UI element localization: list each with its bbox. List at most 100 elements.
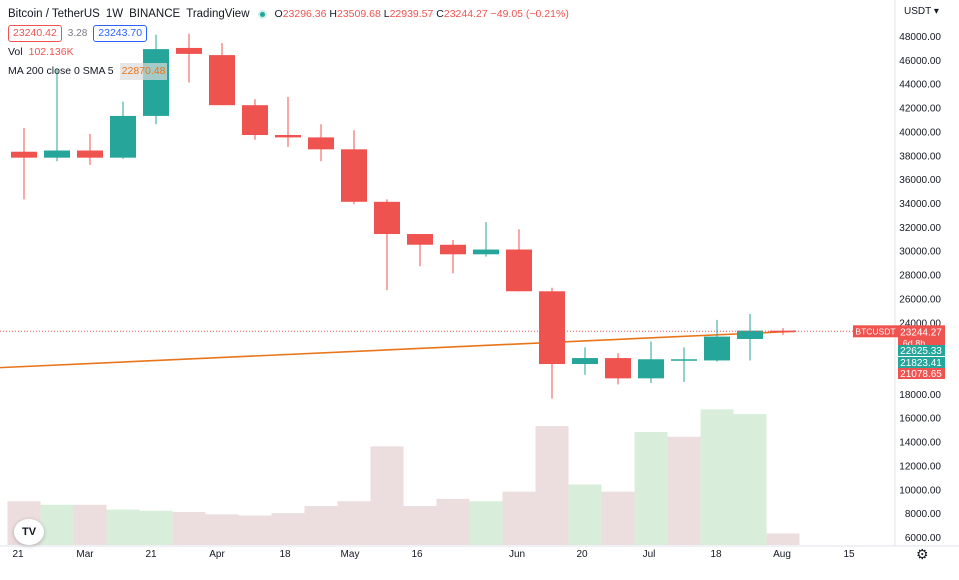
- exchange-label: BINANCE: [129, 8, 181, 20]
- price-tag-bg: [898, 368, 945, 379]
- legend-bidask-row: 23240.42 3.28 23243.70: [8, 25, 569, 42]
- price-tick-label: 30000.00: [899, 247, 941, 258]
- open-value: 23296.36: [282, 8, 327, 20]
- time-tick-label: Aug: [773, 549, 791, 560]
- candle-body: [77, 150, 103, 158]
- time-tick-label: 16: [411, 549, 423, 560]
- ma-value: 22870.48: [119, 63, 168, 80]
- symbol-name[interactable]: Bitcoin / TetherUS: [8, 8, 100, 20]
- volume-bar: [436, 498, 470, 545]
- candle-body: [374, 201, 400, 235]
- ma200-line: [0, 330, 797, 369]
- time-tick-label: 18: [710, 549, 722, 560]
- last-price-tag-label: 23244.27: [900, 327, 942, 338]
- volume-bar: [502, 491, 536, 545]
- volume-bar: [403, 505, 437, 545]
- volume-bar: [238, 515, 272, 545]
- volume-bar: [106, 509, 140, 545]
- interval-label[interactable]: 1W: [105, 8, 124, 20]
- price-tick-label: 36000.00: [899, 175, 941, 186]
- volume-bar: [337, 501, 371, 545]
- low-label: L: [383, 8, 390, 20]
- volume-bar: [766, 533, 800, 545]
- spread-value: 3.28: [67, 28, 88, 39]
- price-tick-label: 18000.00: [899, 390, 941, 401]
- candles: [11, 33, 796, 399]
- time-tick-label: Apr: [209, 549, 225, 560]
- price-tick-label: 28000.00: [899, 271, 941, 282]
- legend-ma-row[interactable]: MA 200 close 0 SMA 5 22870.48: [8, 63, 569, 80]
- close-label: C: [436, 8, 444, 20]
- volume-bar: [601, 491, 635, 545]
- chart-legend: Bitcoin / TetherUS 1W BINANCE TradingVie…: [8, 6, 569, 82]
- price-tick-label: 10000.00: [899, 485, 941, 496]
- currency-selector[interactable]: USDT ▾: [904, 6, 939, 17]
- price-tick-label: 34000.00: [899, 199, 941, 210]
- source-label: TradingView: [186, 8, 250, 20]
- volume-bar: [370, 446, 404, 545]
- low-value: 22939.57: [389, 8, 434, 20]
- ohlc-values: O23296.36 H23509.68 L22939.57 C23244.27 …: [275, 6, 569, 23]
- price-tag-label: 22625.33: [900, 346, 942, 357]
- gear-icon[interactable]: ⚙: [916, 546, 929, 562]
- legend-symbol-row: Bitcoin / TetherUS 1W BINANCE TradingVie…: [8, 6, 569, 23]
- high-value: 23509.68: [337, 8, 381, 20]
- volume-bar: [304, 505, 338, 545]
- time-tick-label: 21: [145, 549, 157, 560]
- legend-volume-row[interactable]: Vol 102.136K: [8, 44, 569, 61]
- countdown-label: 6d 8h: [903, 338, 926, 348]
- tradingview-logo-icon[interactable]: TV: [14, 519, 44, 545]
- price-tag-label: 21078.65: [900, 369, 942, 380]
- chevron-down-icon: ▾: [933, 6, 939, 17]
- candle-body: [605, 358, 631, 379]
- volume-label: Vol: [8, 46, 23, 58]
- price-tick-label: 38000.00: [899, 151, 941, 162]
- price-tick-label: 42000.00: [899, 104, 941, 115]
- candle-body: [473, 249, 499, 255]
- candle-body: [704, 336, 730, 361]
- volume-bar: [469, 501, 503, 545]
- open-label: O: [274, 8, 283, 20]
- candle-body: [572, 358, 598, 365]
- grid: [0, 0, 959, 547]
- buy-button[interactable]: 23243.70: [93, 25, 148, 42]
- sell-button[interactable]: 23240.42: [8, 25, 62, 42]
- price-tick-label: 40000.00: [899, 127, 941, 138]
- market-open-icon: [257, 10, 267, 19]
- price-tick-label: 44000.00: [899, 80, 941, 91]
- volume-bar: [568, 484, 602, 545]
- price-tag-bg: [898, 357, 945, 368]
- price-tick-label: 32000.00: [899, 223, 941, 234]
- candle-body: [44, 150, 70, 158]
- close-value: 23244.27: [443, 8, 488, 20]
- candle-body: [143, 49, 169, 116]
- symbol-tag-label: BTCUSDT: [855, 326, 895, 336]
- time-tick-label: 20: [576, 549, 588, 560]
- volume-value: 102.136K: [28, 46, 74, 58]
- price-tick-label: 14000.00: [899, 438, 941, 449]
- time-tick-label: Jun: [509, 549, 525, 560]
- candle-body: [440, 244, 466, 255]
- time-axis: 21 Mar 21 Apr 18 May 16 Jun 20 Jul 18 Aug 15: [12, 549, 855, 560]
- candle-body: [275, 135, 301, 138]
- volume-bar: [700, 409, 734, 545]
- candle-body: [341, 149, 367, 202]
- time-tick-label: 15: [843, 549, 855, 560]
- candle-body: [242, 105, 268, 136]
- volume-bars: [7, 409, 800, 545]
- volume-bar: [271, 513, 305, 545]
- candle-body: [209, 55, 235, 106]
- ma-line: [0, 330, 797, 369]
- price-tick-label: 24000.00: [899, 318, 941, 329]
- volume-bar: [73, 504, 107, 545]
- price-tag-bg: [898, 345, 945, 356]
- price-tick-label: 6000.00: [905, 533, 942, 544]
- high-label: H: [329, 8, 337, 20]
- symbol-tag-bg: [853, 325, 898, 338]
- price-tick-label: 16000.00: [899, 414, 941, 425]
- volume-bar: [172, 511, 206, 545]
- price-tick-label: 26000.00: [899, 294, 941, 305]
- change-value: −49.05 (−0.21%): [490, 8, 569, 20]
